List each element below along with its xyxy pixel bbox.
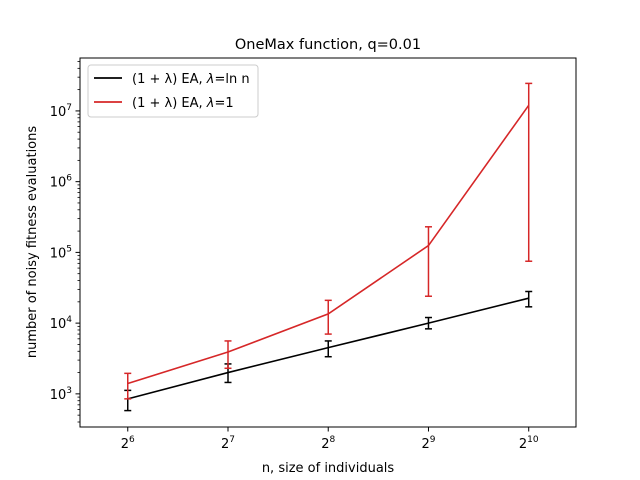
y-tick-base: 10 bbox=[50, 388, 67, 403]
y-tick-exponent: 3 bbox=[66, 386, 72, 396]
legend-label-prefix: (1 + λ) EA, bbox=[132, 96, 207, 111]
x-tick-base: 2 bbox=[421, 437, 429, 452]
y-tick-base: 10 bbox=[50, 317, 67, 332]
legend-label: (1 + λ) EA, λ=1 bbox=[132, 96, 234, 111]
y-tick-exponent: 7 bbox=[66, 103, 72, 113]
x-tick-base: 2 bbox=[121, 437, 129, 452]
y-tick-base: 10 bbox=[50, 246, 67, 261]
legend-label-suffix: =ln n bbox=[214, 72, 249, 87]
y-axis-label: number of noisy fitness evaluations bbox=[25, 126, 40, 359]
x-tick-label: 26 bbox=[121, 435, 135, 452]
y-tick-label: 103 bbox=[50, 386, 72, 403]
y-tick-base: 10 bbox=[50, 105, 67, 120]
y-tick-label: 106 bbox=[50, 174, 73, 191]
x-tick-base: 2 bbox=[221, 437, 229, 452]
legend-label-lambda: λ bbox=[206, 72, 215, 87]
x-tick-exponent: 6 bbox=[129, 435, 135, 445]
x-tick-exponent: 8 bbox=[330, 435, 336, 445]
x-tick-label: 210 bbox=[519, 435, 539, 452]
x-axis-label: n, size of individuals bbox=[262, 461, 395, 476]
legend-frame bbox=[87, 64, 259, 118]
x-tick-label: 28 bbox=[321, 435, 335, 452]
x-tick-exponent: 10 bbox=[527, 435, 539, 445]
y-tick-exponent: 6 bbox=[66, 174, 72, 184]
y-tick-label: 107 bbox=[50, 103, 72, 120]
legend-label-prefix: (1 + λ) EA, bbox=[132, 72, 207, 87]
legend-label-lambda: λ bbox=[206, 96, 215, 111]
x-tick-base: 2 bbox=[321, 437, 329, 452]
x-tick-exponent: 9 bbox=[430, 435, 436, 445]
legend-label-suffix: =1 bbox=[214, 96, 233, 111]
legend-label: (1 + λ) EA, λ=ln n bbox=[132, 72, 250, 87]
y-tick-exponent: 5 bbox=[66, 244, 72, 254]
x-tick-label: 29 bbox=[421, 435, 435, 452]
x-tick-base: 2 bbox=[519, 437, 527, 452]
y-tick-base: 10 bbox=[50, 176, 67, 191]
y-tick-exponent: 4 bbox=[66, 315, 72, 325]
x-tick-exponent: 7 bbox=[229, 435, 235, 445]
chart-title: OneMax function, q=0.01 bbox=[235, 37, 421, 53]
x-tick-label: 27 bbox=[221, 435, 235, 452]
legend: (1 + λ) EA, λ=ln n(1 + λ) EA, λ=1 bbox=[87, 64, 259, 118]
y-tick-label: 104 bbox=[50, 315, 73, 332]
y-tick-label: 105 bbox=[50, 244, 72, 261]
